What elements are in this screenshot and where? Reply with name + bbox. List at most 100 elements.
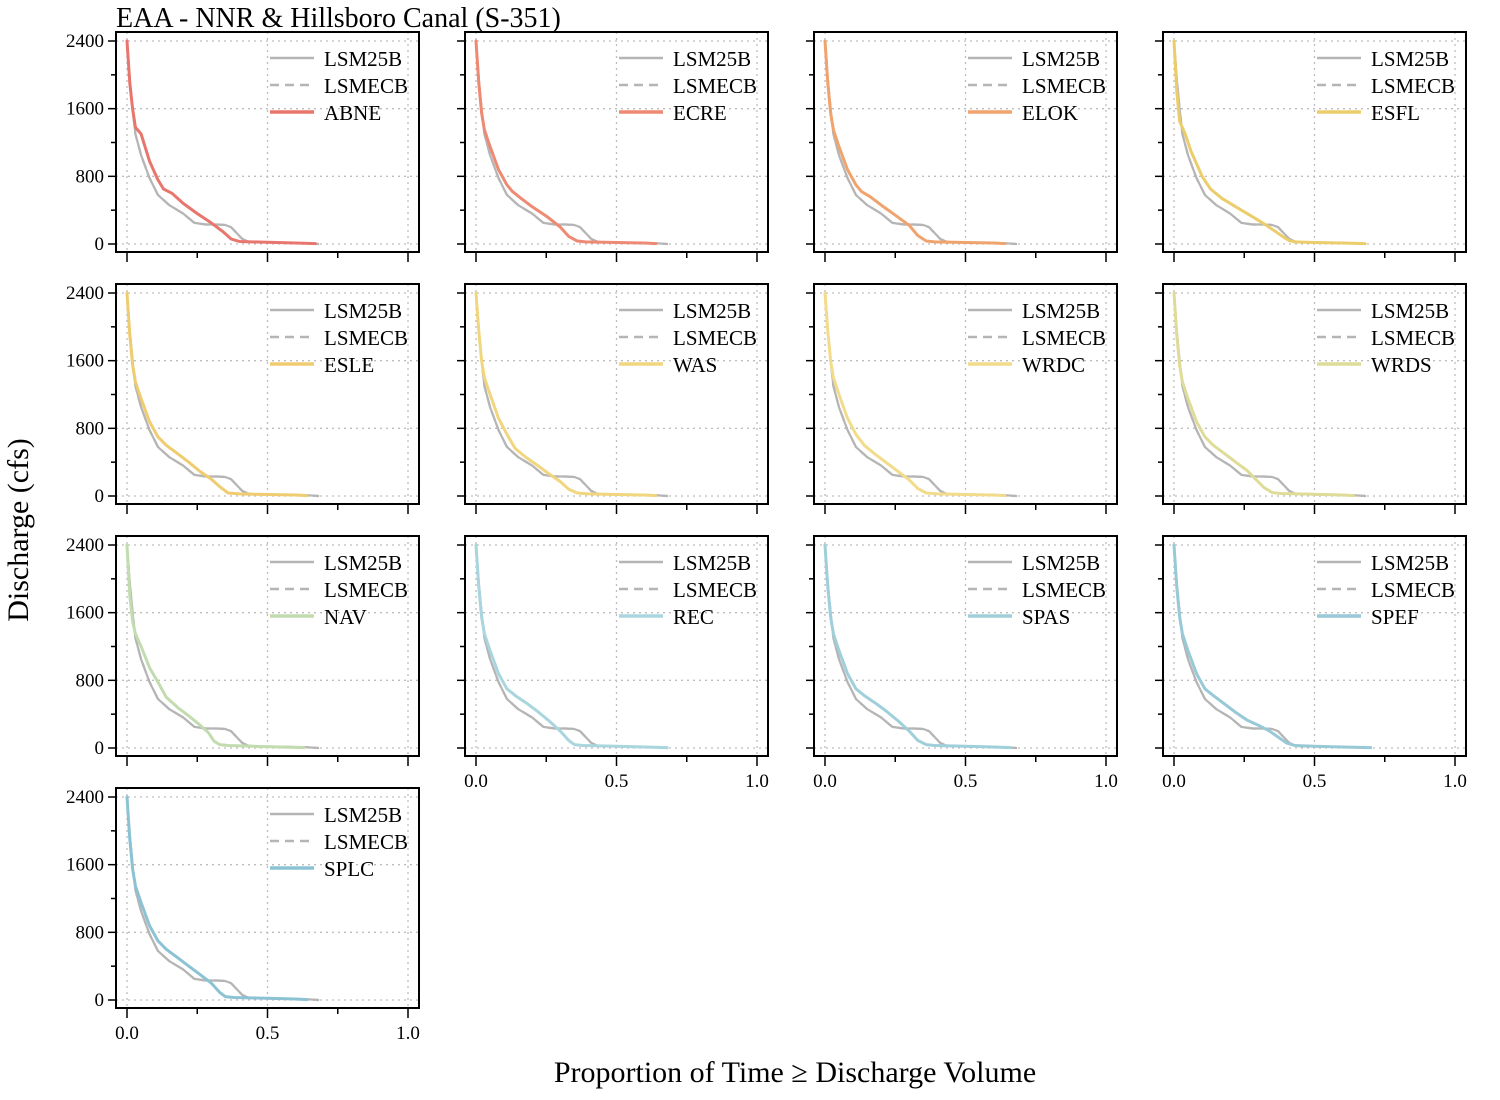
legend-label-lsm25b: LSM25B: [324, 47, 402, 71]
legend-label-nav: NAV: [324, 605, 367, 629]
y-axis-title: Discharge (cfs): [2, 438, 35, 622]
series-line-wrds: [1172, 291, 1356, 498]
x-tick-label: 0.0: [464, 771, 488, 792]
series-line-lsmecb: [823, 291, 1018, 498]
legend-label-lsmecb: LSMECB: [673, 578, 757, 602]
panel-grid: 0 800 1600 2400 LSM25B LSMECB ABNE LSM25B LSMECB…: [66, 31, 1467, 1044]
series-line-lsmecb: [1172, 291, 1367, 498]
legend-label-esfl: ESFL: [1371, 101, 1420, 125]
legend-label-lsm25b: LSM25B: [324, 299, 402, 323]
legend-label-spas: SPAS: [1022, 605, 1070, 629]
series-line-lsmecb: [125, 795, 320, 1002]
legend-label-was: WAS: [673, 353, 717, 377]
y-tick-label: 800: [76, 418, 105, 439]
legend-label-lsmecb: LSMECB: [324, 74, 408, 98]
series-line-lsmecb: [823, 39, 1018, 246]
series-line-spas: [823, 543, 1012, 750]
series-line-esle: [125, 291, 309, 498]
legend-label-spef: SPEF: [1371, 605, 1419, 629]
legend-label-lsm25b: LSM25B: [1371, 299, 1449, 323]
panel-frame: [813, 535, 1118, 757]
panel-spef: 0.0 0.5 1.0 LSM25B LSMECB SPEF: [1155, 535, 1467, 792]
series-line-lsm25b: [823, 39, 1018, 246]
series-line-elok: [823, 39, 1007, 246]
series-line-lsmecb: [1172, 39, 1367, 246]
legend-label-lsmecb: LSMECB: [324, 326, 408, 350]
series-line-lsm25b: [474, 543, 669, 750]
panel-frame: [115, 535, 420, 757]
series-line-lsm25b: [823, 543, 1018, 750]
panel-frame: [813, 283, 1118, 505]
series-line-lsmecb: [474, 39, 669, 246]
series-line-nav: [125, 543, 306, 750]
legend-label-lsmecb: LSMECB: [1371, 578, 1455, 602]
x-tick-label: 0.5: [954, 771, 978, 792]
panel-frame: [115, 31, 420, 253]
panel-wrds: LSM25B LSMECB WRDS: [1155, 283, 1467, 514]
panel-frame: [464, 31, 769, 253]
panel-frame: [1162, 283, 1467, 505]
panel-elok: LSM25B LSMECB ELOK: [806, 31, 1118, 262]
legend-label-wrdc: WRDC: [1022, 353, 1085, 377]
legend-label-lsm25b: LSM25B: [673, 47, 751, 71]
series-line-ecre: [474, 39, 658, 246]
legend-label-lsmecb: LSMECB: [1022, 74, 1106, 98]
legend-label-esle: ESLE: [324, 353, 374, 377]
legend-label-lsm25b: LSM25B: [1022, 47, 1100, 71]
series-line-splc: [125, 795, 309, 1002]
panel-frame: [813, 31, 1118, 253]
panel-spas: 0.0 0.5 1.0 LSM25B LSMECB SPAS: [806, 535, 1118, 792]
panel-rec: 0.0 0.5 1.0 LSM25B LSMECB REC: [457, 535, 769, 792]
panel-frame: [464, 283, 769, 505]
legend-label-splc: SPLC: [324, 857, 374, 881]
y-tick-label: 1600: [66, 99, 104, 120]
legend-label-lsmecb: LSMECB: [1022, 578, 1106, 602]
figure-title: EAA - NNR & Hillsboro Canal (S-351): [116, 3, 561, 34]
series-line-lsmecb: [474, 543, 669, 750]
series-line-lsm25b: [1172, 291, 1367, 498]
legend-label-rec: REC: [673, 605, 714, 629]
series-line-lsmecb: [474, 291, 669, 498]
series-line-abne: [125, 39, 317, 246]
legend-label-abne: ABNE: [324, 101, 381, 125]
legend-label-lsm25b: LSM25B: [1022, 299, 1100, 323]
series-line-lsmecb: [125, 291, 320, 498]
series-line-lsmecb: [125, 39, 320, 246]
series-line-lsmecb: [1172, 543, 1367, 750]
panel-frame: [1162, 31, 1467, 253]
x-tick-label: 1.0: [745, 771, 769, 792]
legend-label-lsmecb: LSMECB: [1371, 326, 1455, 350]
x-tick-label: 0.5: [1303, 771, 1327, 792]
series-line-lsm25b: [125, 543, 320, 750]
x-tick-label: 1.0: [1443, 771, 1467, 792]
panel-frame: [115, 787, 420, 1009]
y-tick-label: 1600: [66, 351, 104, 372]
legend-label-lsmecb: LSMECB: [324, 578, 408, 602]
legend-label-lsm25b: LSM25B: [1371, 551, 1449, 575]
y-tick-label: 1600: [66, 603, 104, 624]
y-tick-label: 1600: [66, 855, 104, 876]
panel-esle: 0 800 1600 2400 LSM25B LSMECB ESLE: [66, 283, 420, 514]
legend-label-lsmecb: LSMECB: [1371, 74, 1455, 98]
legend-label-lsm25b: LSM25B: [324, 551, 402, 575]
legend-label-lsmecb: LSMECB: [673, 326, 757, 350]
series-line-rec: [474, 543, 669, 750]
x-tick-label: 1.0: [396, 1023, 420, 1044]
series-line-spef: [1172, 543, 1373, 750]
y-tick-label: 0: [95, 234, 105, 255]
y-tick-label: 800: [76, 166, 105, 187]
legend-label-lsm25b: LSM25B: [324, 803, 402, 827]
panel-frame: [464, 535, 769, 757]
legend-label-lsm25b: LSM25B: [673, 551, 751, 575]
panel-splc: 0 800 1600 2400 0.0 0.5 1.0 LSM25B LSMECB SPLC: [66, 787, 420, 1044]
y-tick-label: 2400: [66, 31, 104, 52]
series-line-lsm25b: [125, 39, 320, 246]
y-tick-label: 800: [76, 922, 105, 943]
panel-nav: 0 800 1600 2400 LSM25B LSMECB NAV: [66, 535, 420, 766]
x-axis-title: Proportion of Time ≥ Discharge Volume: [554, 1056, 1036, 1089]
panel-was: LSM25B LSMECB WAS: [457, 283, 769, 514]
series-line-lsmecb: [125, 543, 320, 750]
y-tick-label: 800: [76, 670, 105, 691]
panel-wrdc: LSM25B LSMECB WRDC: [806, 283, 1118, 514]
legend-label-lsmecb: LSMECB: [324, 830, 408, 854]
